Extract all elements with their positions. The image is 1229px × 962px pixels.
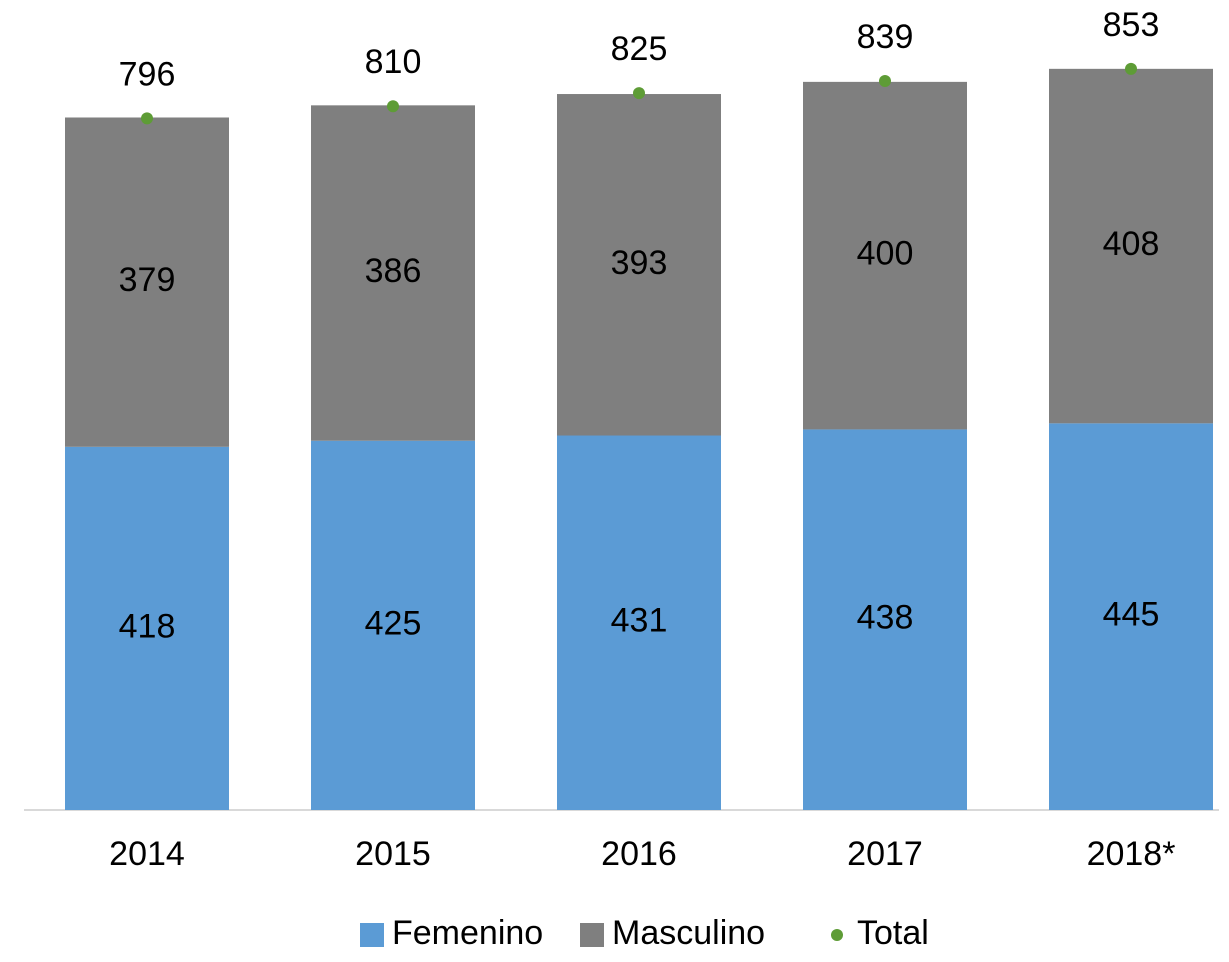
bar-segment	[557, 435, 721, 810]
total-dot	[1125, 62, 1137, 75]
total-label: 825	[611, 30, 668, 68]
segment-label: 418	[119, 607, 176, 645]
segment-label: 379	[119, 261, 176, 299]
bar-segment	[311, 440, 475, 810]
legend-swatch	[360, 923, 384, 947]
total-dot	[141, 112, 153, 125]
total-label: 853	[1103, 6, 1160, 44]
segment-label: 438	[857, 599, 914, 637]
total-dot	[387, 100, 399, 113]
bar-segment	[557, 94, 721, 436]
x-tick-label: 2014	[109, 835, 185, 873]
segment-label: 400	[857, 235, 914, 273]
legend-label: Femenino	[392, 914, 543, 952]
bar-segment	[803, 429, 967, 810]
segment-label: 408	[1103, 225, 1160, 263]
legend-label: Masculino	[612, 914, 765, 952]
segment-label: 393	[611, 244, 668, 282]
segment-label: 425	[365, 604, 422, 642]
bar-segment	[803, 81, 967, 430]
bar-segment	[1049, 423, 1213, 810]
bar-segment	[65, 117, 229, 447]
x-tick-label: 2017	[847, 835, 923, 873]
segment-label: 386	[365, 252, 422, 290]
bar-segment	[65, 446, 229, 810]
segment-label: 445	[1103, 596, 1160, 634]
legend-swatch	[831, 929, 843, 941]
total-label: 810	[365, 43, 422, 81]
bar-segment	[311, 105, 475, 441]
total-dot	[879, 75, 891, 88]
x-tick-label: 2016	[601, 835, 677, 873]
total-label: 839	[857, 18, 914, 56]
bar-segment	[1049, 68, 1213, 424]
legend-swatch	[580, 923, 604, 947]
legend-label: Total	[857, 914, 929, 952]
total-dot	[633, 87, 645, 100]
total-label: 796	[119, 55, 176, 93]
x-tick-label: 2015	[355, 835, 431, 873]
x-tick-label: 2018*	[1087, 835, 1176, 873]
segment-label: 431	[611, 602, 668, 640]
